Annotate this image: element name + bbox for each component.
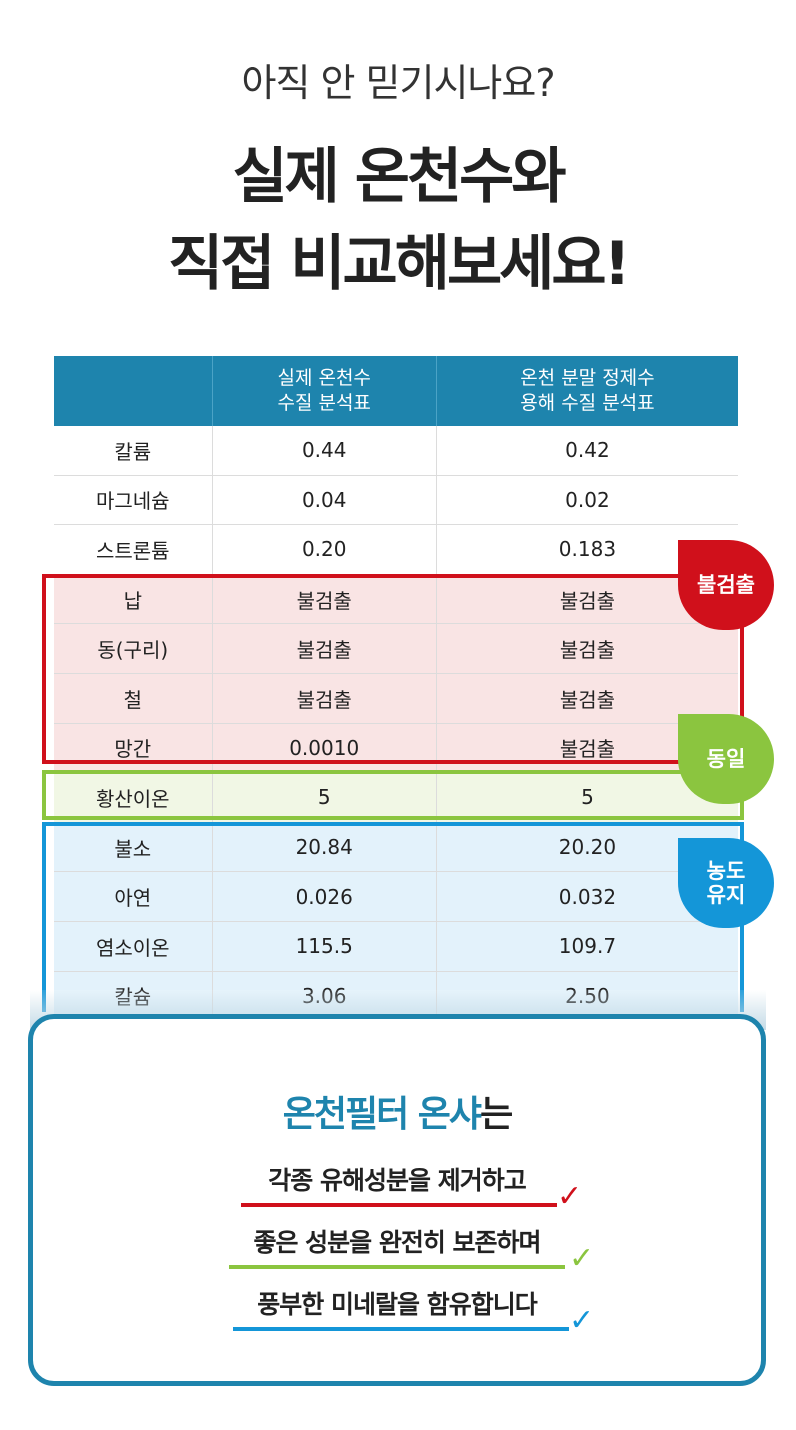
page-subtitle: 아직 안 믿기시나요? bbox=[241, 61, 555, 105]
element-name-cell: 마그네슘 bbox=[95, 489, 170, 514]
header-powder-line1: 온천 분말 정제수 bbox=[520, 367, 655, 389]
underline-blue bbox=[233, 1327, 569, 1331]
headline-line1: 실제 온천수와 bbox=[232, 142, 566, 212]
real-spring-value-cell: 불검출 bbox=[211, 673, 436, 723]
element-name-cell: 황산이온 bbox=[95, 786, 170, 811]
real-spring-value-cell: 0.0010 bbox=[211, 723, 436, 773]
concentration-highlight-box bbox=[42, 822, 744, 1012]
summary-card: 온천필터 온샤는 각종 유해성분을 제거하고 ✓ 좋은 성분을 완전히 보존하며… bbox=[28, 1014, 766, 1386]
table-row: 납 불검출 불검출 bbox=[54, 574, 738, 625]
powder-value-cell: 0.42 bbox=[435, 426, 738, 475]
powder-value-cell: 불검출 bbox=[435, 624, 738, 673]
card-title-brand: 온천필터 온샤 bbox=[282, 1094, 482, 1135]
powder-value-cell: 불검출 bbox=[435, 574, 738, 624]
table-row: 동(구리) 불검출 불검출 bbox=[54, 624, 738, 674]
tag-concentration-line1: 농도 bbox=[706, 859, 746, 883]
element-name-cell: 망간 bbox=[114, 737, 152, 762]
element-name-cell: 스트론튬 bbox=[95, 538, 170, 563]
table-row: 아연 0.026 0.032 bbox=[54, 872, 738, 922]
real-spring-value-cell: 115.5 bbox=[211, 921, 436, 971]
real-spring-value-cell: 불검출 bbox=[211, 624, 436, 673]
table-row: 스트론튬 0.20 0.183 bbox=[54, 525, 738, 575]
powder-value-cell: 0.032 bbox=[435, 872, 738, 921]
check-icon: ✓ bbox=[569, 1241, 595, 1276]
table-row: 염소이온 115.5 109.7 bbox=[54, 921, 738, 972]
real-spring-value-cell: 0.026 bbox=[211, 872, 436, 921]
table-row: 황산이온 5 5 bbox=[54, 773, 738, 823]
powder-value-cell: 불검출 bbox=[435, 723, 738, 773]
card-title-suffix: 는 bbox=[480, 1094, 513, 1135]
table-header: 실제 온천수 수질 분석표 온천 분말 정제수 용해 수질 분석표 bbox=[54, 356, 738, 426]
tag-undetected-label: 불검출 bbox=[697, 573, 755, 597]
header-powder-line2: 용해 수질 분석표 bbox=[520, 392, 655, 414]
benefit-text: 풍부한 미네랄을 함유합니다 bbox=[257, 1290, 537, 1319]
real-spring-value-cell: 0.04 bbox=[211, 475, 436, 525]
tag-undetected: 불검출 bbox=[678, 540, 774, 630]
element-name-cell: 아연 bbox=[114, 886, 152, 911]
header-powder: 온천 분말 정제수 용해 수질 분석표 bbox=[435, 356, 738, 426]
powder-value-cell: 20.20 bbox=[435, 822, 738, 872]
benefit-text: 좋은 성분을 완전히 보존하며 bbox=[253, 1228, 541, 1257]
element-name-cell: 불소 bbox=[114, 836, 152, 861]
tag-identical: 동일 bbox=[678, 714, 774, 804]
real-spring-value-cell: 0.20 bbox=[211, 525, 436, 574]
element-name-cell: 염소이온 bbox=[95, 935, 170, 960]
table-row: 철 불검출 불검출 bbox=[54, 673, 738, 724]
element-name-cell: 철 bbox=[123, 687, 142, 712]
benefit-text: 각종 유해성분을 제거하고 bbox=[268, 1166, 526, 1195]
header-empty-cell bbox=[54, 356, 212, 426]
table-row: 마그네슘 0.04 0.02 bbox=[54, 475, 738, 526]
powder-value-cell: 불검출 bbox=[435, 673, 738, 723]
tag-concentration: 농도 유지 bbox=[678, 838, 774, 928]
tag-concentration-line2: 유지 bbox=[706, 883, 746, 907]
element-name-cell: 동(구리) bbox=[97, 638, 169, 663]
element-name-cell: 납 bbox=[123, 588, 142, 613]
identical-highlight-box bbox=[42, 770, 744, 820]
card-title: 온천필터 온샤는 bbox=[33, 1085, 761, 1137]
powder-value-cell: 109.7 bbox=[435, 921, 738, 971]
real-spring-value-cell: 0.44 bbox=[211, 426, 436, 475]
header-real-line1: 실제 온천수 bbox=[277, 367, 371, 389]
powder-value-cell: 5 bbox=[435, 773, 738, 822]
table-row: 불소 20.84 20.20 bbox=[54, 822, 738, 873]
header-real-line2: 수질 분석표 bbox=[277, 392, 371, 414]
real-spring-value-cell: 5 bbox=[211, 773, 436, 822]
check-icon: ✓ bbox=[569, 1303, 595, 1338]
element-name-cell: 칼륨 bbox=[114, 439, 152, 464]
powder-value-cell: 0.183 bbox=[435, 525, 738, 574]
real-spring-value-cell: 20.84 bbox=[211, 822, 436, 872]
headline-line2: 직접 비교해보세요! bbox=[168, 229, 631, 299]
check-icon: ✓ bbox=[557, 1179, 583, 1214]
powder-value-cell: 0.02 bbox=[435, 475, 738, 525]
table-row: 칼륨 0.44 0.42 bbox=[54, 426, 738, 476]
underline-red bbox=[241, 1203, 557, 1207]
underline-green bbox=[229, 1265, 565, 1269]
tag-identical-label: 동일 bbox=[706, 747, 746, 771]
real-spring-value-cell: 불검출 bbox=[211, 574, 436, 624]
table-row: 망간 0.0010 불검출 bbox=[54, 723, 738, 774]
undetected-highlight-box bbox=[42, 574, 744, 764]
header-real-spring: 실제 온천수 수질 분석표 bbox=[211, 356, 436, 426]
